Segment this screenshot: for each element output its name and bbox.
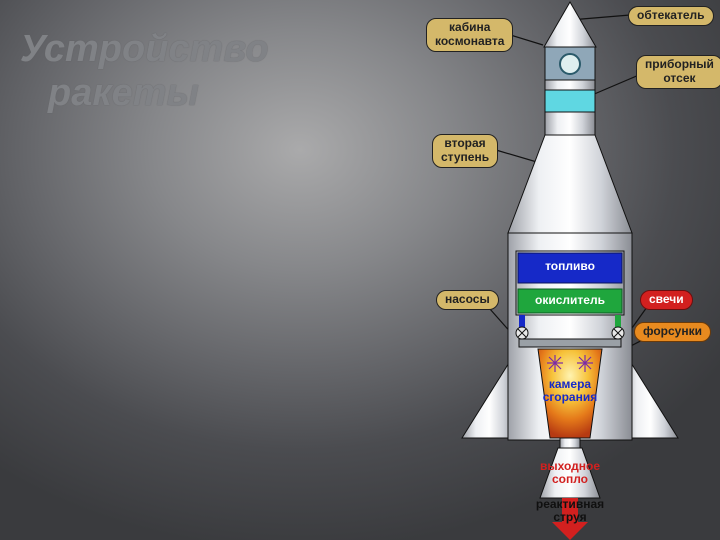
label-capsule-text: кабина космонавта — [435, 20, 504, 48]
capsule-window — [560, 54, 580, 74]
pump-left-icon — [516, 327, 528, 339]
nozzle-bell — [540, 448, 600, 498]
pump-right-icon — [612, 327, 624, 339]
label-instruments-text: приборный отсек — [645, 57, 714, 85]
nose-fairing — [544, 2, 596, 47]
instrument-bay — [545, 90, 595, 112]
fuel-tank — [518, 253, 622, 283]
rocket-diagram — [0, 0, 720, 540]
stage: Устройство ракеты — [0, 0, 720, 540]
label-pumps: насосы — [436, 290, 499, 310]
label-pumps-text: насосы — [445, 292, 490, 306]
label-sparkplugs: свечи — [640, 290, 693, 310]
oxidizer-tank — [518, 289, 622, 313]
label-capsule: кабина космонавта — [426, 18, 513, 52]
label-injectors: форсунки — [634, 322, 711, 342]
label-fairing-text: обтекатель — [637, 8, 705, 22]
label-second-stage-text: вторая ступень — [441, 136, 489, 164]
label-fairing: обтекатель — [628, 6, 714, 26]
interstage-cone — [508, 135, 632, 233]
exhaust-arrow-icon — [552, 498, 588, 540]
nozzle-throat — [560, 438, 580, 448]
manifold — [519, 339, 621, 347]
label-instruments: приборный отсек — [636, 55, 720, 89]
label-injectors-text: форсунки — [643, 324, 702, 338]
label-second-stage: вторая ступень — [432, 134, 498, 168]
label-sparkplugs-text: свечи — [649, 292, 684, 306]
